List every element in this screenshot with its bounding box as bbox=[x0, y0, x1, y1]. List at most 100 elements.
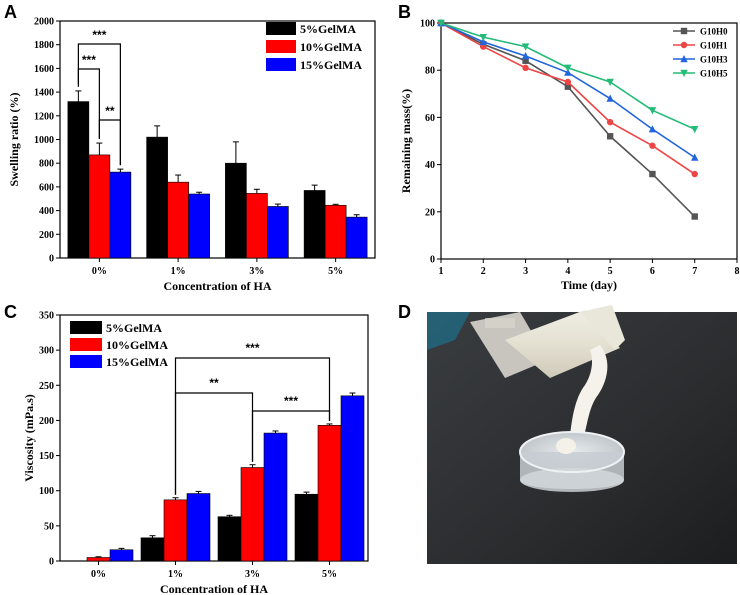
x-tick-label: 1% bbox=[168, 569, 183, 580]
significance-bracket bbox=[77, 68, 100, 140]
x-tick-label: 4 bbox=[565, 266, 570, 277]
x-tick-label: 0% bbox=[91, 569, 106, 580]
x-axis-label: Concentration of HA bbox=[160, 582, 268, 595]
bar bbox=[324, 204, 347, 259]
x-tick-label: 7 bbox=[692, 266, 697, 277]
y-axis-label: Swelling ratio (%) bbox=[7, 93, 21, 187]
bar bbox=[225, 162, 247, 259]
x-tick-label: 5% bbox=[322, 569, 337, 580]
legend-label: 10%GelMA bbox=[300, 40, 362, 54]
chart-b-remaining-mass: 1 2 3 4 5 6 7 8020406080100G10H0G10H1G10H3G10H5… bbox=[399, 19, 740, 293]
legend-swatch bbox=[70, 321, 102, 334]
bar bbox=[345, 216, 368, 259]
data-point bbox=[522, 64, 529, 72]
legend-label: 15%GelMA bbox=[300, 58, 362, 72]
legend-label: 15%GelMA bbox=[106, 355, 168, 369]
x-tick-label: 8 bbox=[735, 266, 740, 277]
data-point bbox=[648, 125, 657, 133]
data-point bbox=[680, 69, 688, 77]
y-tick-label: 1800 bbox=[34, 40, 54, 51]
y-tick-label: 150 bbox=[39, 451, 54, 462]
data-point bbox=[564, 64, 572, 72]
significance-label: *** bbox=[245, 341, 259, 355]
data-point bbox=[564, 83, 572, 90]
plot-frame bbox=[440, 22, 738, 260]
significance-label: *** bbox=[82, 53, 96, 67]
series-line bbox=[440, 22, 696, 218]
data-point bbox=[691, 126, 699, 134]
chart-a-swelling-ratio: 0 200 400 600 800 1000 1200 1400 1600 1800 2000 0% 1… bbox=[7, 17, 376, 293]
data-point bbox=[479, 37, 487, 46]
bar bbox=[86, 557, 111, 562]
legend-swatch bbox=[266, 58, 296, 71]
x-tick-label: 2 bbox=[481, 266, 486, 277]
y-tick-label: 2000 bbox=[34, 17, 54, 28]
data-point bbox=[691, 213, 698, 220]
x-tick-label: 5 bbox=[608, 266, 613, 277]
legend-label: G10H0 bbox=[700, 27, 728, 37]
series-line bbox=[440, 22, 696, 159]
y-tick-label: 20 bbox=[425, 207, 435, 218]
bar bbox=[186, 493, 211, 562]
bar bbox=[109, 171, 132, 259]
data-point bbox=[680, 27, 688, 35]
y-tick-label: 350 bbox=[39, 311, 54, 322]
significance-bracket bbox=[98, 119, 121, 166]
bar bbox=[67, 101, 90, 259]
data-point bbox=[522, 57, 529, 64]
x-tick-label: 3% bbox=[249, 266, 264, 277]
data-point bbox=[521, 52, 530, 60]
bar bbox=[163, 499, 188, 562]
data-point bbox=[564, 78, 572, 86]
bar bbox=[263, 432, 288, 562]
bar bbox=[246, 193, 268, 259]
y-tick-label: 80 bbox=[425, 66, 435, 77]
significance-bracket bbox=[251, 410, 331, 462]
y-tick-label: 200 bbox=[39, 230, 54, 241]
data-point bbox=[606, 94, 614, 102]
data-point bbox=[649, 170, 656, 178]
x-tick-label: 1% bbox=[171, 266, 186, 277]
series-line bbox=[440, 22, 696, 175]
bar bbox=[88, 154, 111, 259]
x-tick-label: 3 bbox=[523, 266, 528, 277]
y-tick-label: 800 bbox=[39, 159, 54, 170]
significance-label: ** bbox=[209, 376, 219, 390]
data-point bbox=[649, 142, 656, 149]
data-point bbox=[564, 68, 572, 76]
legend-label: 5%GelMA bbox=[106, 321, 162, 335]
significance-bracket bbox=[77, 43, 121, 166]
chart-c-viscosity: 0 50 100 150 200 250 300 350 0% 1% 3% 5% 5%GelMA 10%G… bbox=[22, 311, 369, 595]
y-tick-label: 1200 bbox=[34, 111, 54, 122]
y-tick-label: 1600 bbox=[34, 64, 54, 75]
data-point bbox=[606, 133, 614, 140]
y-tick-label: 100 bbox=[420, 19, 435, 30]
data-point bbox=[437, 19, 445, 27]
data-point bbox=[648, 107, 657, 115]
x-axis-label: Time (day) bbox=[561, 278, 617, 292]
y-tick-label: 400 bbox=[39, 206, 54, 217]
plot-frame bbox=[59, 314, 369, 562]
data-point bbox=[691, 170, 698, 178]
x-tick-label: 6 bbox=[650, 266, 655, 277]
y-tick-label: 0 bbox=[49, 557, 54, 568]
legend-label: 5%GelMA bbox=[300, 22, 356, 36]
x-tick-label: 5% bbox=[328, 266, 343, 277]
legend-label: 10%GelMA bbox=[106, 338, 168, 352]
y-tick-label: 50 bbox=[44, 521, 54, 532]
panel-label-c: C bbox=[4, 302, 17, 322]
bar bbox=[146, 136, 168, 259]
panel-label-a: A bbox=[4, 2, 17, 22]
series-line bbox=[440, 22, 696, 130]
y-axis-label: Viscosity (mPa.s) bbox=[22, 394, 36, 482]
significance-label: *** bbox=[284, 394, 298, 408]
legend-swatch bbox=[266, 40, 296, 53]
legend-swatch bbox=[266, 22, 296, 35]
photo-syringe-hydrogel bbox=[427, 305, 737, 564]
significance-label: ** bbox=[105, 104, 115, 118]
legend-swatch bbox=[70, 355, 102, 368]
bar bbox=[294, 493, 319, 562]
bar bbox=[217, 516, 242, 562]
y-tick-label: 1000 bbox=[34, 135, 54, 146]
